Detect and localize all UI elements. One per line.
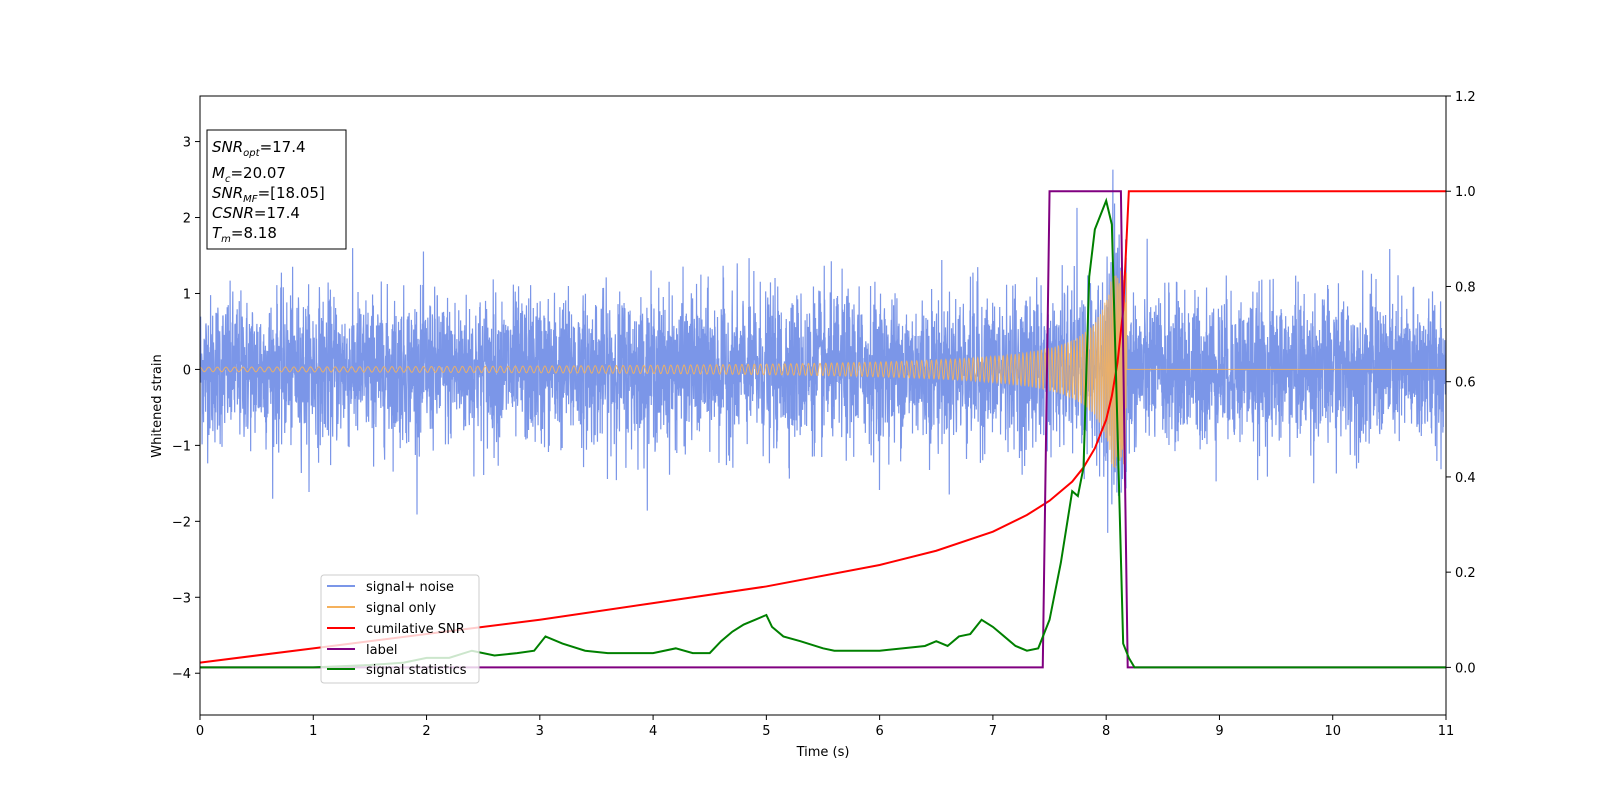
y2-tick-label-0-8: 0.8: [1455, 280, 1476, 295]
x-tick-label-1: 1: [309, 724, 317, 739]
x-tick-label-11: 11: [1438, 724, 1455, 739]
legend-item-signal-noise: signal+ noise: [327, 580, 454, 595]
y-tick-label-minus2: −2: [172, 515, 191, 530]
snr-mf-text: SNRMF=[18.05]: [212, 184, 325, 205]
x-axis-label: Time (s): [796, 745, 850, 760]
legend-label-signal-noise: signal+ noise: [366, 580, 454, 595]
x-tick-label-2: 2: [422, 724, 430, 739]
y2-tick-label-0-6: 0.6: [1455, 376, 1476, 391]
info-box-frame: [206, 129, 347, 250]
x-tick-label-10: 10: [1324, 724, 1341, 739]
y-tick-label-minus4: −4: [172, 667, 191, 682]
y-axis-label: Whitened strain: [150, 354, 165, 457]
x-tick-label-5: 5: [762, 724, 770, 739]
y2-tick-label-1-2: 1.2: [1455, 90, 1476, 105]
snr-info-box: SNRopt=17.4 Mc=20.07 SNRMF=[18.05] CSNR=…: [206, 129, 347, 250]
tm-text: Tm=8.18: [212, 224, 277, 245]
x-tick-label-8: 8: [1102, 724, 1110, 739]
y-tick-label-3: 3: [183, 136, 191, 151]
x-tick-label-0: 0: [196, 724, 204, 739]
y2-tick-label-0-2: 0.2: [1455, 566, 1476, 581]
legend-item-label: label: [327, 643, 397, 658]
series-layer: [200, 169, 1446, 669]
y2-tick-label-0-4: 0.4: [1455, 471, 1476, 486]
series-signal-only: [200, 270, 1446, 469]
legend: signal+ noise signal only cumilative SNR…: [320, 574, 480, 684]
legend-label-signal-only: signal only: [366, 601, 436, 616]
y2-tick-label-1-0: 1.0: [1455, 185, 1476, 200]
ticks-layer: 0 1 2 3 4 5 6 7 8 9 10 113210−1−2−3−41.21.00.80.60.…: [172, 90, 1476, 739]
y-tick-label-minus3: −3: [172, 591, 191, 606]
x-tick-label-6: 6: [875, 724, 883, 739]
y-tick-label-2: 2: [183, 212, 191, 227]
x-tick-label-9: 9: [1215, 724, 1223, 739]
plot-frame: [199, 95, 1447, 716]
legend-frame: [320, 574, 480, 684]
y2-tick-label-0-0: 0.0: [1455, 661, 1476, 676]
mc-text: Mc=20.07: [212, 164, 286, 185]
legend-item-signal-statistics: signal statistics: [327, 663, 467, 678]
legend-item-cumilative-snr: cumilative SNR: [327, 622, 465, 637]
y-tick-label-0: 0: [183, 363, 191, 378]
y-tick-label-1: 1: [183, 287, 191, 302]
series-signal-noise: [200, 169, 1446, 533]
series-signal-statistics: [200, 197, 1446, 669]
series-cumilative-snr: [200, 190, 1446, 664]
x-tick-label-4: 4: [649, 724, 657, 739]
legend-item-signal-only: signal only: [327, 601, 436, 616]
legend-label-cumilative-snr: cumilative SNR: [366, 622, 465, 637]
legend-label-signal-statistics: signal statistics: [366, 663, 467, 678]
snr-opt-text: SNRopt=17.4: [212, 138, 306, 159]
x-tick-label-3: 3: [536, 724, 544, 739]
legend-label-label: label: [366, 643, 397, 658]
y-tick-label-minus1: −1: [172, 439, 191, 454]
x-tick-label-7: 7: [989, 724, 997, 739]
csnr-text: CSNR=17.4: [212, 204, 300, 222]
